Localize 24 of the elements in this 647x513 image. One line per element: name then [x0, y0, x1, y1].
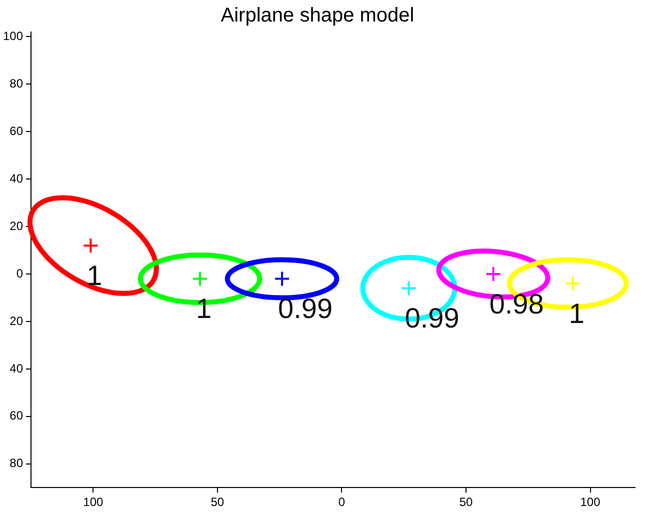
point [485, 266, 502, 282]
x-tick-label: 100 [580, 495, 601, 510]
point [564, 276, 581, 292]
x-tick-label: 100 [83, 495, 104, 510]
annotation: 1 [86, 260, 102, 291]
y-tick-label: 60 [10, 408, 24, 423]
x-tick-label: 50 [210, 495, 224, 510]
y-tick-label: 40 [10, 171, 24, 186]
x-tick-label: 0 [338, 495, 346, 510]
y-tick-label: 20 [10, 314, 24, 328]
y-tick-label: 80 [10, 456, 24, 470]
y-tick-label: 60 [10, 124, 24, 138]
point [192, 270, 208, 287]
point [274, 270, 290, 287]
y-tick-label: 0 [16, 266, 24, 280]
point [400, 280, 417, 296]
y-tick-label: 40 [10, 361, 24, 376]
chart-title: Airplane shape model [220, 4, 414, 27]
annotation: 0.99 [278, 293, 333, 324]
y-tick-label: 80 [10, 76, 24, 91]
point [82, 238, 99, 254]
y-tick-label: 100 [2, 29, 24, 44]
x-tick-label: 50 [459, 495, 473, 510]
y-tick-label: 20 [10, 218, 24, 233]
